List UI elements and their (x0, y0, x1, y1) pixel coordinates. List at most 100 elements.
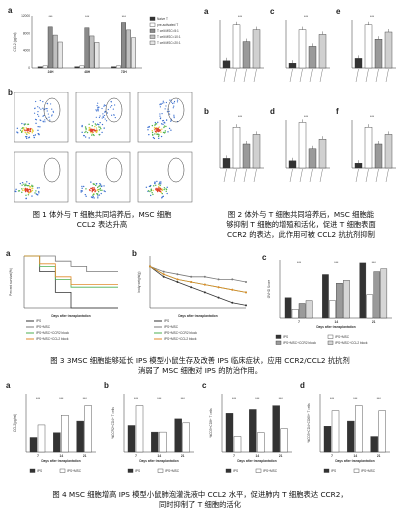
fig1b-event-dot (173, 102, 175, 104)
fig4-ylabel: %CCR2+CD4+ T cells (111, 407, 115, 439)
fig3-caption-line2: 消弱了 MSC 细胞对 IPS 的防治作用。 (137, 366, 263, 375)
fig1b-event-dot (107, 108, 109, 111)
fig4-bar (159, 431, 167, 453)
fig1b-event-dot (85, 128, 87, 130)
fig1-caption-line1: 图 1 体外与 T 细胞共同培养后，MSC 细胞 (32, 210, 172, 219)
fig1b-event-dot (92, 194, 94, 196)
fig1b-event-dot (106, 112, 109, 114)
fig1b-flow-plot-frame (14, 151, 69, 203)
fig4-xtick: 21 (83, 454, 87, 458)
fig1b-event-dot (92, 133, 95, 136)
fig1b-event-dot (159, 113, 161, 115)
fig4-legend-swatch (323, 468, 330, 473)
fig2-xtick-line (233, 168, 237, 183)
fig3c-legend-label: IPS+MSC+CCR2 block (283, 341, 316, 345)
fig1b-event-dot (153, 185, 155, 187)
fig1b-event-dot (99, 126, 101, 129)
fig3c-xtick: 14 (335, 320, 339, 324)
fig1b-event-dot (153, 126, 156, 129)
fig4-legend-swatch (255, 468, 262, 473)
fig1b-event-dot (166, 192, 168, 195)
fig1b-event-dot (21, 189, 24, 191)
fig1b-event-dot (19, 182, 22, 185)
fig1b-event-dot (16, 127, 19, 130)
fig1b-event-dot (103, 114, 106, 117)
fig4-significance: *** (330, 397, 335, 401)
fig1b-event-dot (158, 137, 160, 140)
fig1b-event-dot (92, 187, 94, 189)
fig1b-event-dot (98, 123, 100, 126)
fig1a-significance: *** (122, 15, 127, 19)
fig1b-event-dot (34, 134, 37, 136)
fig1b-event-dot (167, 131, 169, 133)
fig1b-event-dot (160, 123, 163, 125)
fig2-xtick-line (365, 68, 369, 83)
fig3c-bar (284, 297, 292, 319)
fig1b-event-dot (148, 185, 151, 188)
fig1b-event-dot (85, 195, 87, 197)
fig1b-event-dot (98, 188, 100, 191)
fig1b-event-dot (94, 123, 97, 125)
fig1b-gate (105, 157, 123, 183)
fig1b-event-dot (25, 183, 27, 185)
fig1b-event-dot (23, 187, 25, 190)
fig1b-event-dot (42, 101, 44, 103)
fig3b-point (190, 286, 193, 289)
fig1-caption-line2: CCL2 表达升高 (76, 220, 128, 229)
fig1b-event-dot (95, 129, 97, 131)
fig1b-event-dot (92, 131, 94, 133)
fig4-legend-label: IPS (331, 469, 336, 473)
fig2-panel-label: b (204, 107, 209, 116)
fig3-panel-label: b (132, 249, 137, 258)
fig1b-event-dot (40, 108, 42, 110)
fig1b-event-dot (157, 127, 159, 129)
fig3b-point (203, 283, 206, 286)
fig1b-event-dot (157, 133, 159, 135)
fig1b-event-dot (16, 131, 18, 133)
fig1a-xtick: 48H (84, 70, 91, 74)
fig1b-event-dot (103, 190, 105, 192)
fig1b-event-dot (111, 105, 113, 107)
fig1b-event-dot (97, 197, 99, 199)
fig1b-event-dot (168, 110, 170, 112)
fig1a-ytick: 0 (28, 66, 30, 70)
fig4-xtick: 7 (331, 454, 333, 458)
fig1b-event-dot (44, 119, 46, 121)
fig4-bar (272, 405, 280, 453)
fig4-bar (174, 418, 182, 453)
fig4-bar (182, 422, 190, 453)
fig1a-ytick: 12000 (21, 14, 30, 18)
fig1b-event-dot (26, 129, 28, 132)
fig4-bar (280, 428, 288, 453)
fig1b-event-dot (159, 187, 162, 190)
fig1b-event-dot (21, 129, 24, 132)
fig4-bar (225, 413, 234, 453)
fig2-bar (308, 148, 317, 169)
fig1b-event-dot (97, 102, 99, 104)
fig3b-series-line (149, 266, 247, 306)
fig2-caption-line1: 图 2 体外与 T 细胞共同培养后，MSC 细胞能 (227, 210, 375, 219)
fig4-bar (347, 420, 355, 453)
fig4-xlabel: Days after transplantation (41, 459, 80, 463)
fig1b-event-dot (31, 131, 33, 134)
fig1b-event-dot (159, 103, 161, 105)
fig1b-event-dot (89, 128, 92, 130)
fig1b-event-dot (93, 189, 96, 191)
fig1b-event-dot (38, 107, 40, 109)
fig1b-event-dot (97, 109, 99, 111)
fig1b-event-dot (99, 182, 101, 185)
fig1b-event-dot (33, 112, 36, 114)
fig3b-point (190, 275, 193, 278)
fig2-xtick-line (385, 68, 389, 83)
fig1b-event-dot (173, 114, 175, 116)
fig1b-event-dot (91, 124, 93, 127)
fig2-bar (252, 134, 261, 169)
fig1b-event-dot (38, 115, 40, 117)
fig1b-event-dot (38, 133, 40, 136)
fig1a-bar (42, 65, 48, 69)
fig2-bar (374, 39, 383, 69)
fig1b-flow-plot-frame (75, 151, 131, 203)
fig1b-event-dot (90, 131, 92, 134)
fig3b-point (203, 291, 206, 294)
fig1b-flow-plot-frame (137, 151, 193, 203)
